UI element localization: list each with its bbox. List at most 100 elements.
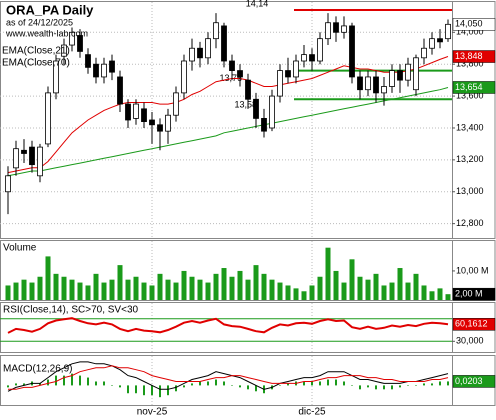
macd-histogram-bar [255,385,257,392]
volume-bar [37,276,43,300]
volume-bar [53,273,59,300]
macd-histogram-bar [351,385,353,386]
macd-histogram-bar [15,383,17,386]
macd-histogram-bar [47,379,49,386]
macd-histogram-bar [399,385,401,388]
candle-body [117,76,123,105]
macd-histogram-bar [159,385,161,398]
macd-histogram-bar [367,385,369,388]
candle-body [285,70,291,78]
macd-histogram-bar [199,381,201,386]
candle-body [213,22,219,40]
volume-bar [445,294,451,300]
macd-tag-box [452,375,496,388]
volume-bar [421,285,427,300]
candle-body [341,25,347,33]
ema-tag-box [452,50,496,63]
macd-histogram-bar [247,385,249,390]
macd-histogram-bar [223,381,225,386]
macd-signal-line [8,365,449,390]
macd-histogram-bar [135,385,137,394]
candle-body [261,118,267,132]
macd-histogram-bar [215,379,217,386]
macd-histogram-bar [391,385,393,390]
source: www.wealth-lab.com [5,28,88,38]
x-tick-label: nov-25 [137,407,168,418]
macd-histogram-bar [327,379,329,386]
macd-histogram-bar [127,385,129,394]
candle-body [437,38,443,43]
candle-body [421,47,427,59]
macd-histogram-bar [103,381,105,386]
volume-bar [125,279,131,300]
macd-histogram-bar [231,385,233,386]
legend-entry: EMA(Close,70) [2,58,70,69]
volume-bar [365,279,371,300]
volume-bar [197,279,203,300]
x-tick-label: dic-25 [298,407,326,418]
macd-histogram-bar [111,385,113,386]
candle-body [133,103,139,119]
annotation: 13,76 [219,73,242,83]
axis-frame [452,1,496,239]
macd-line [7,361,449,392]
volume-bar [317,276,323,300]
candle-body [101,63,107,78]
volume-bar [205,282,211,300]
candle-body [141,108,147,122]
volume-bar [69,279,75,300]
volume-bar [181,270,187,300]
candle-body [5,175,11,193]
candle-body [325,22,331,40]
macd-histogram-bar [287,383,289,386]
volume-bar [13,282,19,300]
candle-body [173,92,179,116]
macd-tag: 0,0203 [455,376,483,386]
volume-bar [21,279,27,300]
volume-bar [413,273,419,300]
macd-histogram-bar [207,381,209,386]
volume-bar [333,270,339,300]
candle-body [405,63,411,81]
macd-histogram-bar [71,373,73,386]
y-tick-label: 13,000 [456,186,484,196]
volume-bar [397,268,403,300]
volume-bar [93,273,99,300]
ema-tag: 13,654 [455,82,483,92]
last-price-tag: 14,050 [455,19,483,29]
volume-bar [229,276,235,300]
macd-histogram-bar [183,385,185,388]
candle-body [237,70,243,78]
candle-body [61,44,67,57]
volume-tag-box [452,287,496,301]
volume-bar [309,285,315,300]
candle-body [373,76,379,94]
candle-body [309,54,315,62]
volume-bar [45,256,51,300]
candle-body [277,70,283,97]
macd-histogram-bar [175,385,177,392]
volume-bar [349,259,355,300]
candle-body [229,60,235,71]
macd-histogram-bar [87,377,89,386]
volume-bar [213,273,219,300]
volume-bar [237,270,243,300]
ema-line [7,87,449,177]
macd-histogram-bar [423,383,425,386]
macd-histogram-bar [447,381,449,386]
volume-bar [189,276,195,300]
pane-label: MACD(12,26,9) [3,364,72,375]
candle-body [197,47,203,59]
rsi-tag-box [452,318,496,331]
candle-body [69,31,75,46]
volume-bar [117,265,123,300]
macd-histogram-bar [95,381,97,386]
candle-body [253,98,259,119]
macd-histogram-bar [143,385,145,396]
candle-body [349,25,355,78]
volume-bar [101,282,107,300]
macd-histogram-bar [375,385,377,390]
candle-body [125,103,131,121]
annotation: 13,58 [234,100,257,110]
